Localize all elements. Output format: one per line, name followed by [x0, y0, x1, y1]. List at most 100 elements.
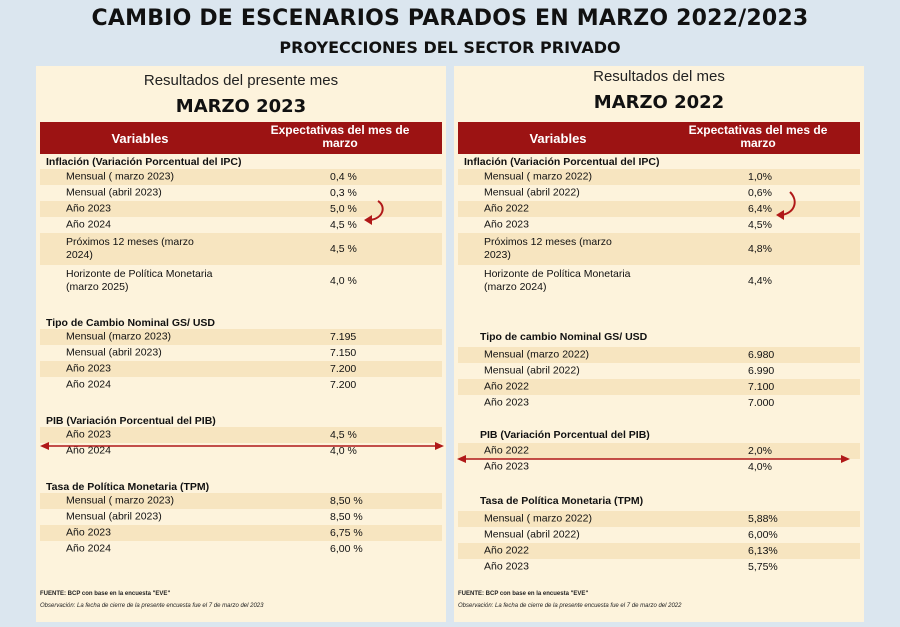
- row-value: 6.990: [748, 365, 775, 377]
- table-header: Variables Expectativas del mes de marzo: [458, 122, 860, 154]
- row-value: 7.200: [330, 379, 357, 391]
- table-row: Horizonte de Política Monetaria (marzo 2…: [40, 265, 442, 297]
- table-row: Mensual ( marzo 2023) 8,50 %: [40, 493, 442, 509]
- row-value: 7.100: [748, 381, 775, 393]
- row-label: Mensual (abril 2023): [66, 346, 162, 359]
- row-label: Año 2023: [484, 396, 529, 409]
- table-row: Mensual (abril 2023) 8,50 %: [40, 509, 442, 525]
- table-row: Mensual (abril 2022) 0,6%: [458, 185, 860, 201]
- panel-period: MARZO 2023: [175, 96, 307, 117]
- curved-arrow-head: [776, 210, 784, 220]
- table-row: Mensual (abril 2023) 0,3 %: [40, 185, 442, 201]
- row-value: 8,50 %: [330, 495, 363, 507]
- row-value: 4,5 %: [330, 429, 357, 441]
- row-value: 5,0 %: [330, 203, 357, 215]
- row-label: Mensual (abril 2022): [484, 528, 580, 541]
- section-title: Tasa de Política Monetaria (TPM): [46, 481, 210, 493]
- row-value: 6,75 %: [330, 527, 363, 539]
- row-label: Mensual (marzo 2023): [66, 330, 172, 343]
- row-label: Mensual (abril 2022): [484, 364, 580, 377]
- row-value: 0,4 %: [330, 171, 357, 183]
- col-variables: Variables: [529, 131, 587, 146]
- col-expectations: Expectativas del mes de marzo: [688, 123, 828, 150]
- section-title: Tipo de cambio Nominal GS/ USD: [480, 331, 648, 343]
- table-header: Variables Expectativas del mes de marzo: [40, 122, 442, 154]
- row-value: 4,4%: [748, 275, 772, 287]
- row-label: Año 2024: [66, 444, 111, 457]
- table-row: Mensual ( marzo 2022) 5,88%: [458, 511, 860, 527]
- panel-marzo-2023: Resultados del presente mes MARZO 2023 Var…: [36, 66, 446, 622]
- row-value: 6.980: [748, 349, 775, 361]
- table-row: Horizonte de Política Monetaria (marzo 2…: [458, 265, 860, 297]
- row-value: 8,50 %: [330, 511, 363, 523]
- table-row: Año 2022 6,13%: [458, 543, 860, 559]
- section-title: PIB (Variación Porcentual del PIB): [480, 429, 650, 441]
- section-title: Tasa de Política Monetaria (TPM): [480, 495, 644, 507]
- row-value: 7.195: [330, 331, 357, 343]
- row-label: Año 2022: [484, 444, 529, 457]
- page-subtitle: PROYECCIONES DEL SECTOR PRIVADO: [279, 38, 621, 57]
- table-row: Próximos 12 meses (marzo 2024) 4,5 %: [40, 233, 442, 265]
- table-row: Año 2024 4,0 %: [40, 443, 442, 459]
- row-label: Mensual (abril 2023): [66, 186, 162, 199]
- col-variables: Variables: [111, 131, 169, 146]
- section-title: Inflación (Variación Porcentual del IPC): [464, 156, 660, 168]
- table-row: Mensual (abril 2022) 6,00%: [458, 527, 860, 543]
- table-row: Año 2023 5,0 %: [40, 201, 442, 217]
- section-title: PIB (Variación Porcentual del PIB): [46, 415, 216, 427]
- table-row: Año 2023 6,75 %: [40, 525, 442, 541]
- row-value: 4,0%: [748, 461, 772, 473]
- table-row: Año 2024 7.200: [40, 377, 442, 393]
- row-label: Año 2023: [66, 362, 111, 375]
- row-label: Mensual ( marzo 2022): [484, 512, 592, 525]
- table-row: Mensual (abril 2023) 7.150: [40, 345, 442, 361]
- row-label: Horizonte de Política Monetaria (marzo 2…: [484, 268, 631, 293]
- table-row: Mensual ( marzo 2022) 1,0%: [458, 169, 860, 185]
- col-expectations: Expectativas del mes de marzo: [270, 123, 410, 150]
- section-title: Tipo de Cambio Nominal GS/ USD: [46, 317, 215, 329]
- row-label: Mensual ( marzo 2023): [66, 170, 174, 183]
- double-arrow-head: [435, 442, 444, 450]
- curved-arrow-head: [364, 215, 372, 225]
- row-value: 4,0 %: [330, 445, 357, 457]
- table-row: Año 2024 6,00 %: [40, 541, 442, 557]
- table-row: Año 2023 5,75%: [458, 559, 860, 575]
- double-arrow-head: [40, 442, 49, 450]
- section-title: Inflación (Variación Porcentual del IPC): [46, 156, 242, 168]
- row-label: Mensual (abril 2023): [66, 510, 162, 523]
- row-value: 5,88%: [748, 513, 778, 525]
- row-label: Año 2022: [484, 380, 529, 393]
- table-row: Mensual ( marzo 2023) 0,4 %: [40, 169, 442, 185]
- table-row: Próximos 12 meses (marzo 2023) 4,8%: [458, 233, 860, 265]
- row-value: 2,0%: [748, 445, 772, 457]
- row-value: 6,00 %: [330, 543, 363, 555]
- row-value: 4,8%: [748, 243, 772, 255]
- row-value: 7.000: [748, 397, 775, 409]
- row-label: Año 2024: [66, 542, 111, 555]
- observation-note: Observación: La fecha de cierre de la pr…: [458, 603, 682, 609]
- table-row: Año 2022 2,0%: [458, 443, 860, 459]
- row-label: Año 2023: [66, 526, 111, 539]
- row-value: 0,6%: [748, 187, 772, 199]
- row-label: Mensual (abril 2022): [484, 186, 580, 199]
- row-label: Año 2022: [484, 202, 529, 215]
- observation-note: Observación: La fecha de cierre de la pr…: [40, 603, 264, 609]
- row-value: 6,4%: [748, 203, 772, 215]
- table-row: Año 2024 4,5 %: [40, 217, 442, 233]
- panel-period: MARZO 2022: [593, 92, 725, 113]
- row-value: 4,5 %: [330, 219, 357, 231]
- row-label: Año 2022: [484, 544, 529, 557]
- table-row: Año 2023 4,0%: [458, 459, 860, 475]
- table-row: Año 2023 7.200: [40, 361, 442, 377]
- row-label: Año 2023: [484, 560, 529, 573]
- page-title: CAMBIO DE ESCENARIOS PARADOS EN MARZO 20…: [91, 6, 809, 31]
- row-value: 4,5%: [748, 219, 772, 231]
- table-row: Año 2022 6,4%: [458, 201, 860, 217]
- table-row: Año 2023 4,5 %: [40, 427, 442, 443]
- panel-marzo-2022: Resultados del mes MARZO 2022 Variables Exp…: [454, 66, 864, 622]
- row-value: 7.200: [330, 363, 357, 375]
- table-row: Mensual (marzo 2022) 6.980: [458, 347, 860, 363]
- row-label: Mensual (marzo 2022): [484, 348, 590, 361]
- row-label: Año 2023: [66, 428, 111, 441]
- panel-heading: Resultados del mes: [593, 68, 725, 85]
